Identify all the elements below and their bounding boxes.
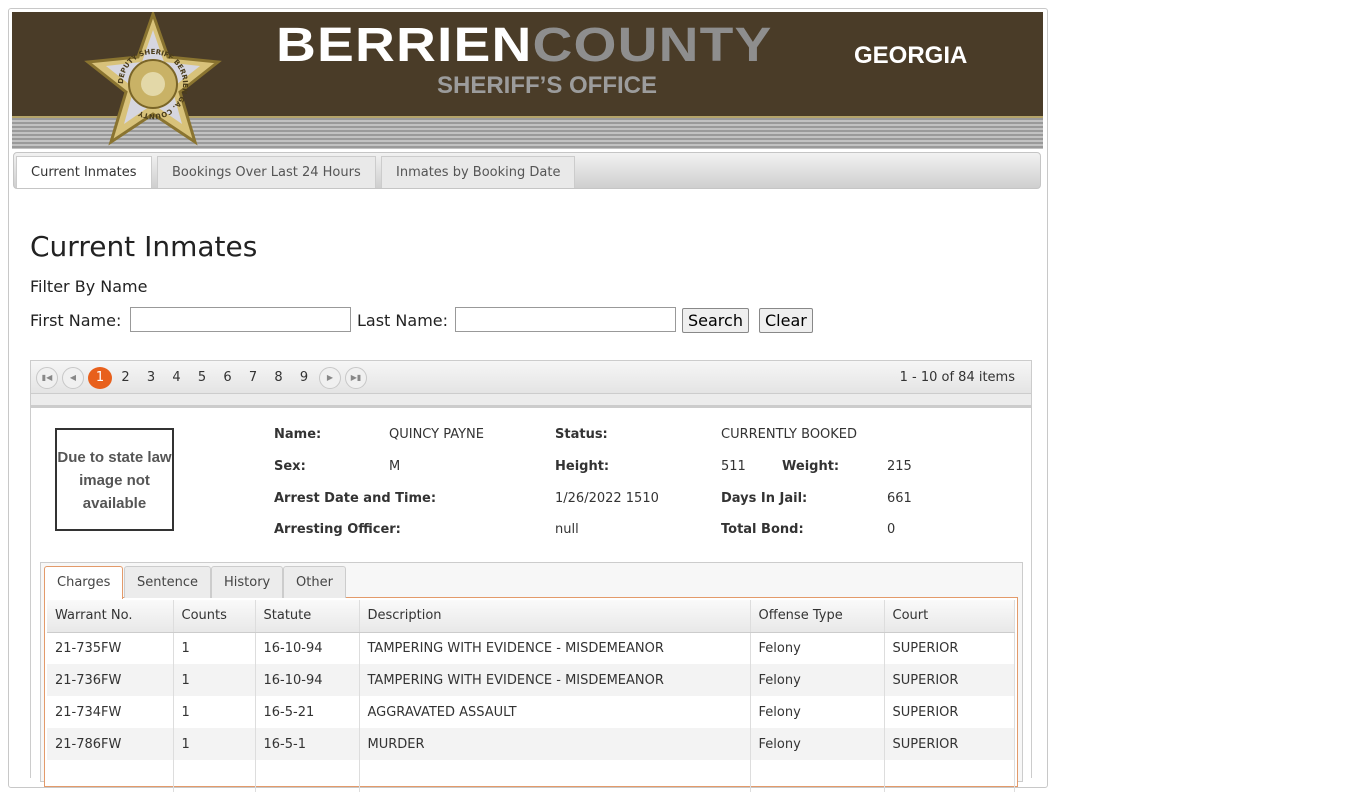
- table-cell: 16-5-1: [255, 728, 360, 760]
- name-value: QUINCY PAYNE: [389, 427, 484, 442]
- column-header[interactable]: Description: [359, 600, 751, 633]
- table-cell: SUPERIOR: [884, 664, 1015, 696]
- page-8-button[interactable]: 8: [274, 370, 283, 385]
- status-value: CURRENTLY BOOKED: [721, 427, 858, 442]
- column-header[interactable]: Offense Type: [750, 600, 885, 633]
- table-cell: [884, 760, 1015, 792]
- table-cell: [255, 760, 360, 792]
- bond-label: Total Bond:: [721, 522, 804, 537]
- table-cell: 16-10-94: [255, 664, 360, 696]
- name-label: Name:: [274, 427, 322, 442]
- table-row: 21-786FW 1 16-5-1 MURDER Felony SUPERIOR: [47, 728, 1015, 760]
- table-cell: [173, 760, 256, 792]
- weight-value: 215: [887, 459, 912, 474]
- arrest-value: 1/26/2022 1510: [555, 491, 659, 506]
- table-cell: TAMPERING WITH EVIDENCE - MISDEMEANOR: [359, 664, 751, 696]
- table-cell: 1: [173, 696, 256, 728]
- column-header[interactable]: Counts: [173, 600, 256, 633]
- days-value: 661: [887, 491, 912, 506]
- sex-label: Sex:: [274, 459, 306, 474]
- last-page-icon[interactable]: ▶▮: [345, 367, 367, 389]
- group-bar: [30, 394, 1032, 408]
- table-cell: TAMPERING WITH EVIDENCE - MISDEMEANOR: [359, 632, 751, 664]
- page-1-button[interactable]: 1: [88, 367, 112, 389]
- page-5-button[interactable]: 5: [197, 370, 207, 385]
- arrest-label: Arrest Date and Time:: [274, 491, 437, 506]
- table-cell: Felony: [750, 664, 885, 696]
- next-page-icon[interactable]: ▶: [319, 367, 341, 389]
- tab-sentence[interactable]: Sentence: [124, 566, 211, 598]
- prev-page-icon[interactable]: ◀: [62, 367, 84, 389]
- table-cell: 21-786FW: [47, 728, 174, 760]
- last-name-input[interactable]: [455, 307, 676, 332]
- first-name-label: First Name:: [30, 311, 122, 330]
- officer-label: Arresting Officer:: [274, 522, 401, 537]
- table-cell: 16-10-94: [255, 632, 360, 664]
- table-cell: AGGRAVATED ASSAULT: [359, 696, 751, 728]
- status-label: Status:: [555, 427, 608, 442]
- inmate-detail: [30, 408, 1032, 778]
- title-county: BERRIENCOUNTY: [276, 19, 773, 72]
- days-label: Days In Jail:: [721, 491, 808, 506]
- table-cell: [47, 760, 174, 792]
- filter-label: Filter By Name: [30, 277, 148, 296]
- page-4-button[interactable]: 4: [172, 370, 181, 385]
- column-header[interactable]: Warrant No.: [47, 600, 174, 633]
- pager-info: 1 - 10 of 84 items: [899, 370, 1015, 385]
- table-cell: Felony: [750, 728, 885, 760]
- table-row: 21-734FW 1 16-5-21 AGGRAVATED ASSAULT Felony…: [47, 696, 1015, 728]
- first-name-input[interactable]: [130, 307, 351, 332]
- height-label: Height:: [555, 459, 610, 474]
- table-cell: Felony: [750, 632, 885, 664]
- table-cell: [359, 760, 751, 792]
- tab-charges[interactable]: Charges: [44, 566, 124, 599]
- page-9-button[interactable]: 9: [299, 370, 309, 385]
- table-cell: 1: [173, 728, 256, 760]
- table-cell: SUPERIOR: [884, 632, 1015, 664]
- charges-table: Warrant No. Counts Statute Description Offen…: [47, 600, 1015, 792]
- table-cell: 21-736FW: [47, 664, 174, 696]
- title-state: GEORGIA: [854, 42, 968, 69]
- height-value: 511: [721, 459, 746, 474]
- table-cell: 1: [173, 664, 256, 696]
- table-cell: 21-734FW: [47, 696, 174, 728]
- main-nav: Current Inmates Bookings Over Last 24 Ho…: [13, 152, 1041, 189]
- table-cell: Felony: [750, 696, 885, 728]
- page-2-button[interactable]: 2: [121, 370, 130, 385]
- table-cell: MURDER: [359, 728, 751, 760]
- table-cell: 16-5-21: [255, 696, 360, 728]
- site-header-banner: DEPUTY SHERIFF BERRIEN GA. COUNTY BERRIE…: [12, 12, 1043, 149]
- sheriff-star-badge-logo: DEPUTY SHERIFF BERRIEN GA. COUNTY: [84, 12, 222, 146]
- clear-button[interactable]: Clear: [759, 308, 813, 333]
- page-6-button[interactable]: 6: [223, 370, 232, 385]
- table-cell: SUPERIOR: [884, 696, 1015, 728]
- sex-value: M: [389, 459, 401, 474]
- tab-bookings-24h[interactable]: Bookings Over Last 24 Hours: [157, 156, 376, 188]
- table-cell: [750, 760, 885, 792]
- officer-value: null: [555, 522, 579, 537]
- table-row: 21-736FW 1 16-10-94 TAMPERING WITH EVIDENCE…: [47, 664, 1015, 696]
- inmate-photo-placeholder: Due to state law image not available: [55, 428, 174, 531]
- weight-label: Weight:: [782, 459, 840, 474]
- table-row: 21-735FW 1 16-10-94 TAMPERING WITH EVIDENCE…: [47, 632, 1015, 664]
- column-header[interactable]: Court: [884, 600, 1015, 633]
- bond-value: 0: [887, 522, 896, 537]
- page-3-button[interactable]: 3: [146, 370, 156, 385]
- tab-other[interactable]: Other: [283, 566, 346, 598]
- page-title: Current Inmates: [30, 230, 258, 263]
- page-7-button[interactable]: 7: [248, 370, 258, 385]
- table-cell: 1: [173, 632, 256, 664]
- table-cell: SUPERIOR: [884, 728, 1015, 760]
- tab-current-inmates[interactable]: Current Inmates: [16, 156, 152, 188]
- table-row: [47, 760, 1015, 792]
- tab-history[interactable]: History: [211, 566, 284, 598]
- search-button[interactable]: Search: [682, 308, 749, 333]
- title-subtitle: SHERIFF’S OFFICE: [437, 72, 658, 99]
- first-page-icon[interactable]: ▮◀: [36, 367, 58, 389]
- last-name-label: Last Name:: [357, 311, 449, 330]
- column-header[interactable]: Statute: [255, 600, 360, 633]
- table-cell: 21-735FW: [47, 632, 174, 664]
- tab-by-booking-date[interactable]: Inmates by Booking Date: [381, 156, 576, 188]
